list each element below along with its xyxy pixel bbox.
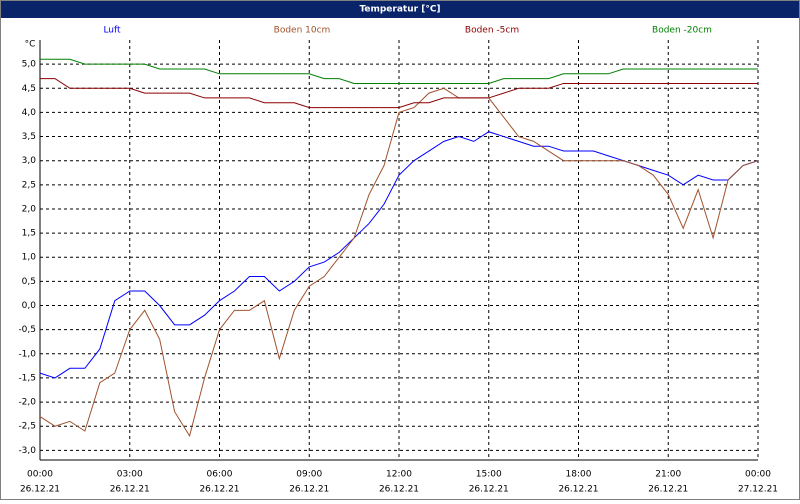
x-tick-date: 26.12.21	[558, 485, 598, 495]
x-tick-date: 26.12.21	[199, 485, 239, 495]
x-tick-date: 26.12.21	[469, 485, 509, 495]
y-tick-label: 5,0	[22, 60, 37, 70]
x-tick-label: 15:00	[476, 470, 502, 480]
y-unit: °C	[25, 40, 36, 50]
y-tick-label: -3,0	[18, 446, 36, 456]
x-tick-date: 26.12.21	[289, 485, 329, 495]
y-tick-label: 4,5	[22, 84, 36, 94]
x-tick-label: 21:00	[655, 470, 681, 480]
y-tick-label: 0,5	[22, 277, 36, 287]
y-tick-label: -1,0	[18, 349, 36, 359]
x-tick-date: 26.12.21	[648, 485, 688, 495]
legend-entry: Boden 10cm	[274, 26, 331, 36]
legend-entry: Boden -20cm	[652, 26, 712, 36]
x-tick-date: 27.12.21	[738, 485, 778, 495]
y-tick-label: 3,0	[22, 156, 37, 166]
x-tick-label: 00:00	[745, 470, 771, 480]
legend-entry: Boden -5cm	[465, 26, 519, 36]
y-tick-label: -0,5	[18, 325, 36, 335]
x-tick-label: 06:00	[207, 470, 233, 480]
y-tick-label: 1,5	[22, 229, 36, 239]
chart-title: Temperatur [°C]	[359, 5, 440, 15]
series-line	[40, 78, 758, 109]
y-tick-label: 2,5	[22, 180, 36, 190]
y-tick-label: 0,0	[22, 301, 37, 311]
y-tick-label: 1,0	[22, 253, 37, 263]
y-tick-label: -2,5	[18, 422, 36, 432]
y-tick-label: -1,5	[18, 373, 36, 383]
y-tick-label: 3,5	[22, 132, 36, 142]
x-tick-date: 26.12.21	[379, 485, 419, 495]
x-tick-date: 26.12.21	[20, 485, 60, 495]
title-bar	[0, 0, 800, 18]
x-tick-date: 26.12.21	[110, 485, 150, 495]
legend-entry: Luft	[103, 26, 121, 36]
series-line	[39, 87, 759, 438]
x-tick-label: 18:00	[566, 470, 592, 480]
series-line	[40, 58, 758, 84]
x-tick-label: 03:00	[117, 470, 143, 480]
y-tick-label: 2,0	[22, 204, 37, 214]
y-tick-label: -2,0	[18, 398, 36, 408]
x-tick-label: 09:00	[296, 470, 322, 480]
y-tick-label: 4,0	[22, 108, 37, 118]
x-tick-label: 00:00	[27, 470, 53, 480]
x-tick-label: 12:00	[386, 470, 412, 480]
